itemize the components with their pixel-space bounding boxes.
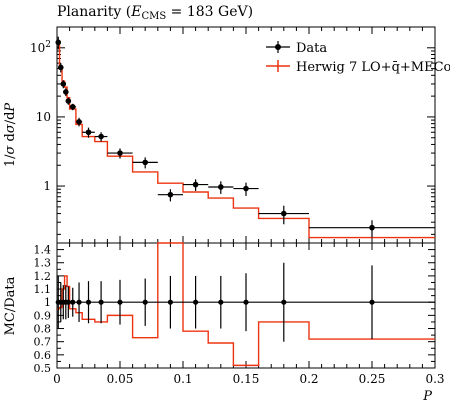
x-tick-label: 0.1 <box>173 372 192 386</box>
legend-mc-label: Herwig 7 LO+q̄+MECorr <box>296 60 450 75</box>
y-tick-label: 1 <box>43 179 51 193</box>
axes-ticks: 0 0.05 0.1 0.15 0.2 0.25 0.3 1 10 102 0.50.60.70.8… <box>30 26 445 386</box>
data-ratio-point <box>65 299 71 305</box>
y-axis-label: 1/σ dσ/dP <box>3 103 18 168</box>
data-ratio-point <box>193 299 199 305</box>
data-point <box>69 104 76 110</box>
data-point <box>243 185 249 192</box>
ratio-tick-label: 1 <box>44 296 51 309</box>
x-tick-label: 0.3 <box>425 372 444 386</box>
y-tick-label: 102 <box>30 40 51 55</box>
data-ratio-point <box>142 299 148 305</box>
ratio-tick-label: 1.3 <box>34 257 52 270</box>
data-point <box>167 191 174 198</box>
data-point <box>57 64 64 71</box>
y-tick-label: 10 <box>36 110 51 124</box>
data-point <box>76 119 82 125</box>
data-point <box>98 133 104 140</box>
data-ratio-point <box>167 299 173 305</box>
ratio-y-axis-label: MC/Data <box>3 276 18 335</box>
data-ratio-point <box>85 299 92 305</box>
x-tick-label: 0.05 <box>107 372 134 386</box>
ratio-tick-label: 0.6 <box>34 349 52 362</box>
x-tick-label: 0.15 <box>233 372 260 386</box>
ratio-tick-label: 0.7 <box>34 336 52 349</box>
legend: Data Herwig 7 LO+q̄+MECorr <box>266 41 450 75</box>
ratio-tick-label: 1.1 <box>34 283 52 296</box>
ratio-tick-label: 1.2 <box>34 270 52 283</box>
data-ratio-point <box>76 299 82 305</box>
data-ratio-point <box>243 299 249 305</box>
data-point <box>65 98 72 104</box>
data-point <box>60 81 67 87</box>
x-tick-label: 0.25 <box>359 372 386 386</box>
ratio-tick-label: 1.4 <box>34 244 52 257</box>
data-point <box>55 39 62 46</box>
data-point <box>281 210 287 217</box>
ratio-tick-label: 0.9 <box>34 309 52 322</box>
data-point <box>192 181 199 188</box>
legend-data-marker <box>275 44 281 50</box>
data-ratio-point <box>98 299 104 305</box>
data-point <box>142 159 148 166</box>
data-point <box>369 224 375 231</box>
data-series <box>55 36 435 238</box>
data-ratio-point <box>218 299 224 305</box>
data-ratio-point <box>369 299 375 305</box>
data-point <box>63 89 69 95</box>
ratio-series <box>55 242 435 367</box>
x-tick-label: 0.2 <box>299 372 318 386</box>
data-ratio-point <box>281 299 287 305</box>
ratio-tick-label: 0.5 <box>34 362 52 375</box>
x-axis-label: P <box>422 389 432 404</box>
legend-data-label: Data <box>296 41 327 56</box>
chart-title: Planarity (ECMS = 183 GeV) <box>57 4 253 22</box>
data-ratio-point <box>117 299 123 305</box>
data-point <box>218 184 224 190</box>
data-ratio-point <box>70 299 76 305</box>
x-tick-label: 0 <box>53 372 61 386</box>
ratio-tick-label: 0.8 <box>34 323 52 336</box>
data-point <box>117 150 123 156</box>
data-point <box>85 129 92 136</box>
